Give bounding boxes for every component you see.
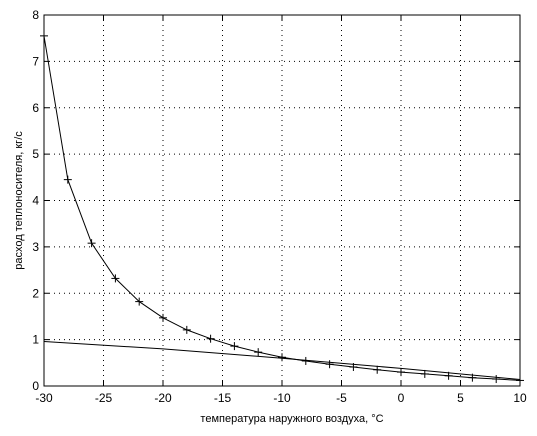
y-tick-label: 3 [32, 240, 39, 254]
series-1-point [278, 353, 286, 362]
plot-frame [43, 14, 521, 387]
series-1-point [373, 365, 382, 374]
y-tick-label: 5 [32, 147, 39, 161]
series-1-point [159, 313, 167, 322]
x-tick-label: -15 [214, 391, 232, 405]
series-1-point [492, 375, 501, 384]
y-tick-label: 0 [32, 379, 39, 393]
series-1-point [206, 334, 215, 343]
x-tick-label: -30 [35, 391, 53, 405]
y-tick-label: 4 [32, 194, 39, 208]
y-tick-label: 7 [32, 54, 39, 68]
series-1-point [63, 175, 72, 184]
x-tick-label: 10 [513, 391, 527, 405]
series-1-point [111, 274, 120, 283]
y-tick-label: 8 [32, 8, 39, 22]
y-tick-label: 6 [32, 101, 39, 115]
x-tick-label: -20 [154, 391, 172, 405]
y-tick-labels: 0 1 2 3 4 5 6 7 8 [32, 8, 39, 393]
series-2-line [43, 341, 521, 380]
series-1-point [420, 369, 429, 378]
x-tick-label: -10 [273, 391, 291, 405]
x-tick-label: 5 [457, 391, 464, 405]
series-1-point [325, 360, 334, 369]
y-tick-label: 2 [32, 286, 39, 300]
series-1-point [254, 348, 263, 357]
series-1-point [87, 239, 96, 248]
series-1-point [135, 297, 144, 306]
x-axis-label: температура наружного воздуха, °C [200, 413, 383, 425]
series-1-point [397, 368, 405, 377]
series-1-point [182, 325, 191, 334]
series-1-point [230, 342, 239, 351]
y-tick-label: 1 [32, 333, 39, 347]
x-tick-label: 0 [398, 391, 405, 405]
x-tick-labels: -30 -25 -20 -15 -10 -5 0 5 10 [35, 391, 527, 405]
y-axis-label: расход теплоносителя, кг/с [13, 131, 25, 270]
x-tick-label: -25 [95, 391, 113, 405]
x-tick-label: -5 [336, 391, 347, 405]
